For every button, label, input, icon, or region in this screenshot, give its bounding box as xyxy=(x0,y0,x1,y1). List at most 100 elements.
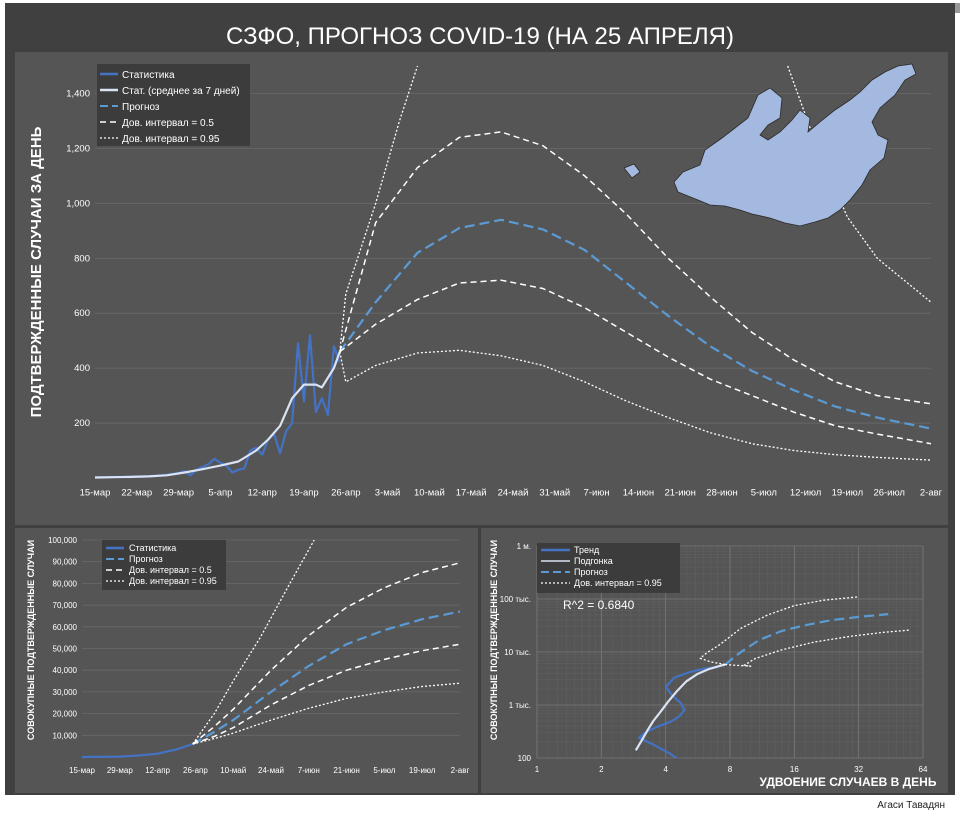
x-tick-label: 21-июн xyxy=(333,766,359,775)
region-map xyxy=(673,63,917,227)
y-tick-label: 70,000 xyxy=(53,601,78,610)
x-tick-label: 2-авг xyxy=(920,488,943,499)
x-tick-label: 19-апр xyxy=(289,488,318,499)
y-tick-label: 100,000 xyxy=(48,536,77,545)
x-tick-label: 15-мар xyxy=(80,488,111,499)
y-tick-label: 80,000 xyxy=(53,579,78,588)
doubling-series xyxy=(634,596,911,759)
cumulative-legend-item: Прогноз xyxy=(129,554,163,564)
x-tick-label: 22-мар xyxy=(121,488,152,499)
page-title: СЗФО, ПРОГНОЗ COVID-19 (НА 25 АПРЕЛЯ) xyxy=(226,23,734,50)
series-line-forecast xyxy=(724,613,889,666)
x-tick-label: 5-июл xyxy=(373,766,395,775)
x-tick-label: 19-июл xyxy=(832,488,864,499)
x-tick-label: 19-июл xyxy=(409,766,436,775)
y-tick-label: 1 тыс. xyxy=(509,701,531,710)
series-line-avg xyxy=(95,351,341,479)
x-tick-label: 64 xyxy=(919,765,928,774)
y-tick-label: 100 тыс. xyxy=(500,595,531,604)
cumulative-y-axis-title: СОВОКУПНЫЕ ПОДТВЕРЖДЕННЫЕ СЛУЧАИ xyxy=(26,540,36,740)
x-tick-label: 21-июн xyxy=(664,488,695,499)
x-tick-label: 29-мар xyxy=(163,488,194,499)
daily-legend xyxy=(97,64,250,146)
y-tick-label: 10 тыс. xyxy=(504,648,531,657)
series-line-ci95 xyxy=(192,682,461,745)
daily-legend-item: Стат. (среднее за 7 дней) xyxy=(122,86,240,97)
series-line-ci50 xyxy=(192,562,461,745)
r-squared-annotation: R^2 = 0.6840 xyxy=(563,598,635,612)
doubling-legend-item: Подгонка xyxy=(574,556,613,566)
x-tick-label: 2 xyxy=(599,765,604,774)
x-tick-label: 5-июл xyxy=(751,488,777,499)
y-tick-label: 1,400 xyxy=(66,88,90,99)
x-tick-label: 26-апр xyxy=(331,488,360,499)
series-line-ci50 xyxy=(192,643,461,745)
x-tick-label: 26-июл xyxy=(873,488,905,499)
x-tick-label: 14-июн xyxy=(623,488,654,499)
y-tick-label: 600 xyxy=(74,308,90,319)
cumulative-x-tick-labels: 15-мар 29-мар 12-апр 26-апр 10-май 24-май 7-ию… xyxy=(69,766,469,775)
doubling-legend-item: Дов. интервал = 0.95 xyxy=(574,578,662,588)
series-line-ci95 xyxy=(699,596,859,666)
x-tick-label: 1 xyxy=(535,765,540,774)
y-tick-label: 1 м. xyxy=(517,542,531,551)
y-tick-label: 90,000 xyxy=(53,558,78,567)
y-tick-label: 20,000 xyxy=(53,710,78,719)
daily-series xyxy=(95,65,932,479)
series-line-ci50 xyxy=(339,279,932,445)
doubling-legend-item: Прогноз xyxy=(574,567,608,577)
x-tick-label: 12-апр xyxy=(247,488,276,499)
y-tick-label: 30,000 xyxy=(53,688,78,697)
series-line-ci95 xyxy=(339,65,419,352)
series-line-stats xyxy=(82,742,194,759)
y-tick-label: 200 xyxy=(74,418,90,429)
author-signature: Агаси Тавадян xyxy=(877,800,945,811)
x-tick-label: 7-июн xyxy=(298,766,320,775)
doubling-gridlines xyxy=(536,545,924,759)
series-line-ci95 xyxy=(787,65,932,303)
doubling-y-tick-labels: 100 1 тыс. 10 тыс. 100 тыс. 1 м. xyxy=(500,542,532,763)
series-line-ci50 xyxy=(339,131,932,405)
x-tick-label: 16 xyxy=(790,765,799,774)
scrollbar-mark xyxy=(955,3,960,13)
cumulative-legend-item: Статистика xyxy=(129,543,176,553)
x-tick-label: 12-апр xyxy=(145,766,170,775)
series-line-forecast xyxy=(338,218,932,430)
y-tick-label: 50,000 xyxy=(53,645,78,654)
daily-legend-item: Статистика xyxy=(122,70,175,81)
x-tick-label: 8 xyxy=(728,765,733,774)
cumulative-legend-item: Дов. интервал = 0.95 xyxy=(129,576,217,586)
region-map-island xyxy=(623,163,641,179)
y-tick-label: 800 xyxy=(74,253,90,264)
x-tick-label: 17-май xyxy=(456,488,487,499)
y-tick-label: 10,000 xyxy=(53,731,78,740)
series-line-forecast xyxy=(192,610,461,745)
x-tick-label: 32 xyxy=(854,765,863,774)
doubling-legend xyxy=(537,543,680,593)
doubling-x-tick-labels: 1 2 4 8 16 32 64 xyxy=(535,765,928,774)
x-tick-label: 29-мар xyxy=(107,766,134,775)
x-tick-label: 26-апр xyxy=(183,766,208,775)
series-line-ci95 xyxy=(725,629,911,667)
x-tick-label: 28-июн xyxy=(706,488,737,499)
daily-legend-item: Дов. интервал = 0.95 xyxy=(122,134,220,145)
series-line-avg xyxy=(634,663,726,751)
cumulative-legend-item: Дов. интервал = 0.5 xyxy=(129,565,212,575)
series-line-stats xyxy=(637,666,718,759)
daily-x-tick-labels: 15-мар 22-мар 29-мар 5-апр 12-апр 19-апр 26-ап… xyxy=(80,488,943,499)
doubling-y-axis-title: СОВОКУПНЫЕ ПОДТВЕРЖДЕННЫЕ СЛУЧАИ xyxy=(489,540,499,740)
y-tick-label: 40,000 xyxy=(53,666,78,675)
x-tick-label: 10-май xyxy=(220,766,246,775)
daily-y-tick-labels: 200 400 600 800 1,000 1,200 1,400 xyxy=(66,88,90,429)
x-tick-label: 7-июн xyxy=(584,488,610,499)
x-tick-label: 24-май xyxy=(498,488,529,499)
x-tick-label: 24-май xyxy=(258,766,284,775)
x-tick-label: 4 xyxy=(663,765,668,774)
doubling-x-axis-title: УДВОЕНИЕ СЛУЧАЕВ В ДЕНЬ xyxy=(760,775,937,789)
cumulative-y-tick-labels: 10,000 20,000 30,000 40,000 50,000 60,000 70,0… xyxy=(48,536,77,740)
x-tick-label: 15-мар xyxy=(69,766,96,775)
daily-y-axis-title: ПОДТВЕРЖДЕННЫЕ СЛУЧАИ ЗА ДЕНЬ xyxy=(28,126,45,417)
daily-legend-item: Прогноз xyxy=(122,102,160,113)
cumulative-chart-panel xyxy=(15,528,478,793)
x-tick-label: 10-май xyxy=(414,488,445,499)
